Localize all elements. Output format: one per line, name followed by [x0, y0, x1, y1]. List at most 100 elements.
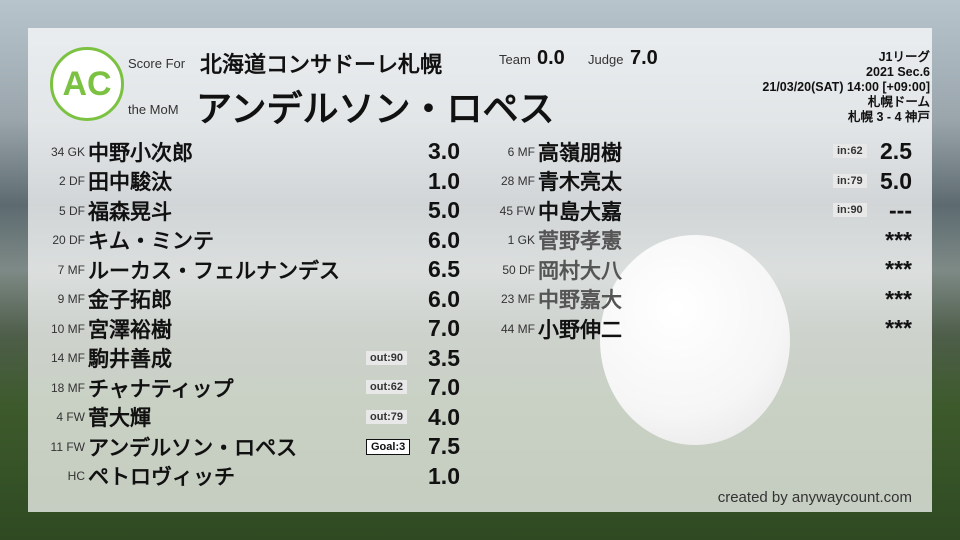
- team-name: 北海道コンサドーレ札幌: [200, 53, 443, 78]
- player-name: チャナティップ: [88, 376, 234, 401]
- player-score: 1.0: [428, 167, 460, 194]
- player-row: 18 MF チャナティップ: [35, 373, 234, 402]
- player-name: 菅野孝憲: [538, 229, 622, 253]
- event-badge: Goal:3: [366, 439, 411, 455]
- player-row: 23 MF 中野嘉大: [485, 285, 622, 314]
- score-for-label: Score For: [128, 56, 186, 71]
- player-name: 金子拓郎: [88, 288, 172, 312]
- player-row: HC ペトロヴィッチ: [35, 462, 235, 491]
- event-badge: out:79: [366, 409, 407, 424]
- player-score: 2.5: [880, 138, 912, 164]
- player-score: 5.0: [428, 197, 460, 223]
- player-score: 7.5: [428, 433, 460, 459]
- mom-label: the MoM: [128, 102, 179, 117]
- player-score: ***: [885, 226, 912, 253]
- player-row: 10 MF 宮澤裕樹: [35, 314, 172, 343]
- number-position: 34 GK: [50, 144, 85, 159]
- player-row: 7 MF ルーカス・フェルナンデス: [35, 255, 340, 284]
- player-name: 駒井善成: [88, 347, 172, 371]
- number-position: 9 MF: [57, 292, 85, 306]
- player-row: 34 GK 中野小次郎: [35, 137, 193, 166]
- player-name: ルーカス・フェルナンデス: [88, 258, 340, 283]
- player-score: 6.0: [428, 285, 460, 312]
- league: J1リーグ: [878, 50, 930, 64]
- anywaycount-logo: AC: [50, 47, 124, 121]
- section: 2021 Sec.6: [866, 65, 930, 79]
- event-badge: in:90: [833, 203, 867, 217]
- event-badge: out:62: [366, 380, 407, 394]
- player-score: 1.0: [428, 462, 460, 489]
- player-row: 20 DF キム・ミンテ: [35, 226, 214, 255]
- player-row: 5 DF 福森晃斗: [35, 196, 172, 225]
- player-row: 1 GK 菅野孝憲: [485, 226, 622, 255]
- player-score: 5.0: [880, 167, 912, 194]
- player-score: ***: [885, 315, 912, 341]
- player-name: 宮澤裕樹: [88, 317, 172, 342]
- player-name: 福森晃斗: [88, 199, 172, 224]
- number-position: 2 DF: [58, 174, 85, 188]
- player-name: 菅大輝: [88, 406, 151, 430]
- judge-score: 7.0: [630, 47, 658, 69]
- player-name: 田中駿汰: [88, 170, 172, 194]
- number-position: 28 MF: [500, 174, 535, 188]
- number-position: 11 FW: [50, 439, 85, 454]
- player-name: アンデルソン・ロペス: [88, 435, 298, 460]
- player-name: 高嶺朋樹: [538, 140, 622, 165]
- number-position: 6 MF: [507, 144, 535, 159]
- player-row: 4 FW 菅大輝: [35, 403, 151, 432]
- player-row: 6 MF 高嶺朋樹: [485, 137, 622, 166]
- player-row: 2 DF 田中駿汰: [35, 167, 172, 196]
- player-score: 3.5: [428, 344, 460, 371]
- number-position: 45 FW: [499, 203, 535, 218]
- player-row: 44 MF 小野伸二: [485, 314, 622, 343]
- player-score: 7.0: [428, 374, 460, 400]
- player-score: 7.0: [428, 315, 460, 341]
- judge-label: Judge: [588, 52, 624, 67]
- player-score: ***: [885, 256, 912, 282]
- number-position: 7 MF: [57, 262, 85, 277]
- player-row: 45 FW 中島大嘉: [485, 196, 622, 225]
- number-position: 50 DF: [502, 262, 535, 277]
- number-position: 44 MF: [500, 321, 535, 336]
- player-name: 青木亮太: [538, 170, 622, 194]
- player-score: 6.0: [428, 226, 460, 253]
- number-position: 18 MF: [50, 380, 85, 395]
- player-score: 4.0: [428, 403, 460, 430]
- number-position: 14 MF: [50, 351, 85, 365]
- score-panel: [28, 28, 932, 512]
- player-name: 小野伸二: [538, 317, 622, 342]
- number-position: 5 DF: [58, 203, 85, 218]
- player-name: 中島大嘉: [538, 199, 622, 224]
- number-position: 20 DF: [52, 233, 85, 247]
- event-badge: out:90: [366, 350, 407, 365]
- player-name: キム・ミンテ: [88, 229, 214, 253]
- event-badge: in:62: [833, 144, 867, 158]
- player-score: ---: [889, 197, 912, 223]
- player-score: 3.0: [428, 138, 460, 164]
- player-name: ペトロヴィッチ: [88, 465, 235, 489]
- event-badge: in:79: [833, 173, 867, 188]
- venue: 札幌ドーム: [867, 95, 930, 109]
- player-row: 9 MF 金子拓郎: [35, 285, 172, 314]
- team-score: 0.0: [537, 47, 565, 69]
- team-label: Team: [499, 52, 531, 67]
- mom-player: アンデルソン・ロペス: [196, 89, 555, 130]
- number-position: 23 MF: [500, 292, 535, 306]
- number-position: 10 MF: [50, 321, 85, 336]
- player-name: 中野嘉大: [538, 288, 622, 312]
- player-row: 50 DF 岡村大八: [485, 255, 622, 284]
- player-name: 岡村大八: [538, 258, 622, 283]
- result: 札幌 3 - 4 神戸: [848, 110, 930, 124]
- number-position: HC: [67, 469, 85, 483]
- player-row: 11 FW アンデルソン・ロペス: [35, 432, 298, 461]
- number-position: 4 FW: [56, 410, 85, 424]
- player-name: 中野小次郎: [88, 140, 193, 165]
- player-score: 6.5: [428, 256, 460, 282]
- datetime: 21/03/20(SAT) 14:00 [+09:00]: [762, 80, 930, 94]
- match-info: J1リーグ 2021 Sec.6 21/03/20(SAT) 14:00 [+0…: [762, 50, 930, 125]
- player-row: 14 MF 駒井善成: [35, 344, 172, 373]
- number-position: 1 GK: [507, 233, 535, 247]
- player-row: 28 MF 青木亮太: [485, 167, 622, 196]
- player-score: ***: [885, 285, 912, 312]
- credit: created by anywaycount.com: [717, 489, 912, 506]
